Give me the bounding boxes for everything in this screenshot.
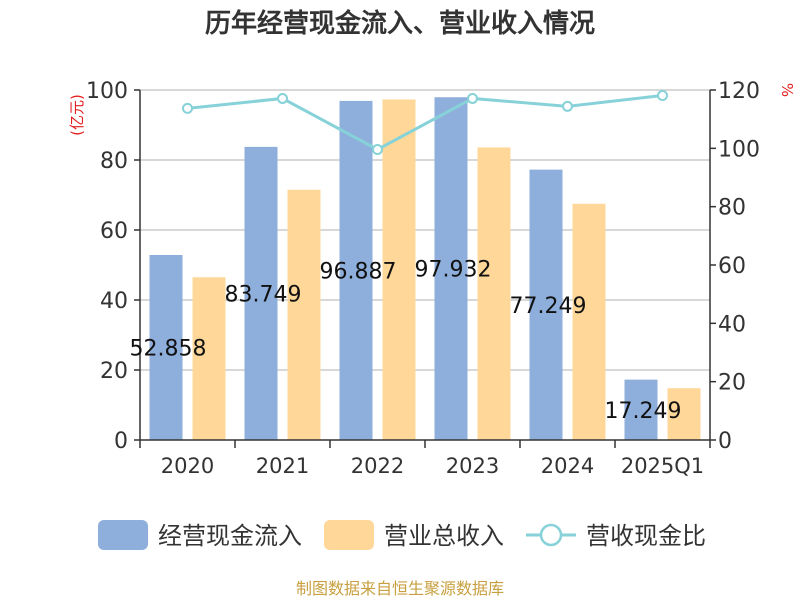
- bar-cash-inflow: [624, 379, 658, 440]
- right-tick-label: 120: [718, 79, 760, 104]
- bar-cash-inflow: [149, 254, 183, 440]
- grid-lines: [140, 89, 710, 371]
- x-tick-label: 2025Q1: [621, 454, 704, 478]
- bar-revenue: [477, 147, 511, 440]
- bar-revenue: [572, 203, 606, 440]
- bar-cash-inflow: [529, 169, 563, 441]
- ratio-point: [562, 100, 573, 112]
- legend-label: 营业总收入: [384, 522, 504, 550]
- bar-revenue: [667, 388, 701, 440]
- ratio-line: [187, 94, 663, 152]
- bar-layer: [149, 97, 701, 441]
- data-label: 96.887: [320, 259, 397, 284]
- legend-swatch-cash-inflow: [98, 520, 148, 550]
- data-label: 77.249: [510, 294, 587, 319]
- ratio-line-layer: [182, 90, 668, 155]
- right-tick-label: 80: [718, 196, 746, 221]
- data-label: 97.932: [415, 258, 492, 283]
- ratio-point: [657, 90, 668, 102]
- ratio-point: [372, 144, 383, 155]
- bar-cash-inflow: [434, 97, 468, 440]
- bar-cash-inflow: [244, 146, 278, 441]
- legend-swatch-ratio-marker: [539, 523, 563, 547]
- data-label: 17.249: [605, 399, 682, 424]
- legend-label: 经营现金流入: [158, 522, 302, 550]
- left-axis-unit: (亿元): [68, 94, 86, 136]
- right-tick-label: 20: [718, 371, 746, 396]
- left-tick-label: 0: [114, 429, 128, 454]
- legend: 经营现金流入 营业总收入 营收现金比: [98, 520, 706, 550]
- right-tick-label: 60: [718, 254, 746, 279]
- data-label: 83.749: [225, 282, 302, 307]
- left-tick-label: 80: [100, 149, 128, 174]
- x-tick-label: 2022: [351, 454, 404, 478]
- ratio-point: [467, 92, 478, 104]
- right-tick-label: 100: [718, 137, 760, 162]
- chart-title: 历年经营现金流入、营业收入情况: [205, 8, 595, 39]
- bar-revenue: [382, 99, 416, 440]
- x-tick-label: 2021: [256, 454, 309, 478]
- legend-label: 营收现金比: [586, 522, 706, 550]
- left-tick-label: 100: [86, 79, 128, 104]
- right-axis-unit: %: [778, 83, 796, 97]
- legend-swatch-revenue: [324, 520, 374, 550]
- axes: 0 20 40 60 80 100 0 20 40 60 80 100 120 (亿元)% 2020 2021…: [68, 79, 796, 478]
- left-tick-label: 40: [100, 289, 128, 314]
- right-tick-label: 40: [718, 312, 746, 337]
- left-tick-label: 60: [100, 219, 128, 244]
- data-label: 52.858: [130, 336, 207, 361]
- left-tick-label: 20: [100, 359, 128, 384]
- x-tick-label: 2020: [161, 454, 214, 478]
- bar-revenue: [287, 189, 321, 440]
- ratio-point: [182, 102, 193, 114]
- bar-revenue: [192, 277, 226, 440]
- right-tick-label: 0: [718, 429, 732, 454]
- ratio-point: [277, 92, 288, 104]
- x-tick-label: 2024: [541, 454, 594, 478]
- x-tick-label: 2023: [446, 454, 499, 478]
- source-note: 制图数据来自恒生聚源数据库: [296, 579, 504, 598]
- bar-cash-inflow: [339, 100, 373, 440]
- data-labels: 52.858 83.749 96.887 97.932 77.249 17.249: [130, 258, 682, 424]
